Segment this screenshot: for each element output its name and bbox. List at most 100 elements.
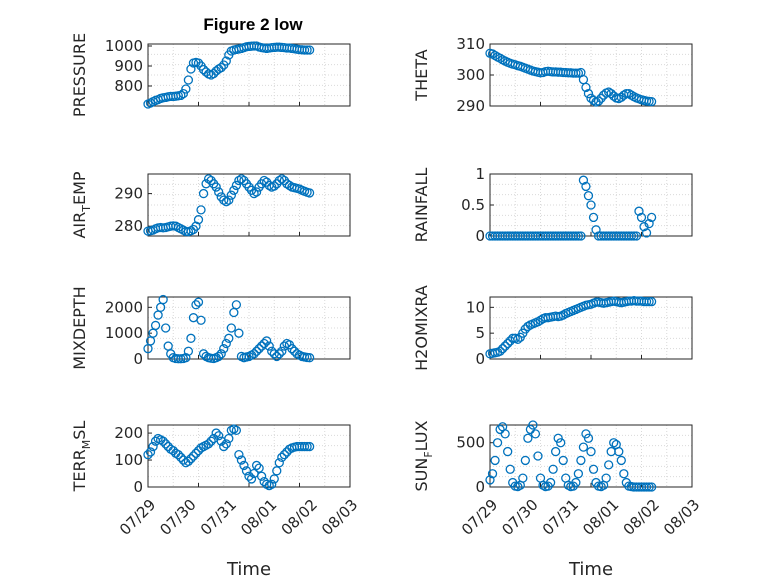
data-point — [533, 451, 543, 461]
data-point — [239, 460, 249, 471]
data-point — [269, 181, 279, 191]
data-point — [183, 75, 194, 85]
data-point — [234, 175, 244, 186]
data-point — [216, 349, 226, 359]
data-point — [581, 181, 591, 192]
data-point — [609, 438, 619, 448]
data-point — [208, 68, 219, 79]
data-point — [302, 441, 312, 452]
data-point — [299, 45, 310, 55]
y-tick-label: 1 — [475, 165, 485, 183]
data-point — [183, 456, 194, 467]
subplot-6: 0 5 10 H2OMIXRA — [412, 285, 693, 371]
data-point — [176, 452, 186, 462]
x-tick-label: 08/03 — [318, 496, 361, 539]
data-point — [234, 328, 244, 338]
data-point — [593, 96, 604, 106]
data-point — [576, 231, 586, 241]
x-tick-label: 08/01 — [237, 496, 280, 539]
y-tick-label: 500 — [456, 434, 485, 452]
data-point — [181, 84, 191, 94]
data-point — [573, 469, 584, 479]
data-point — [259, 338, 269, 349]
data-point — [176, 90, 186, 101]
data-point — [256, 471, 267, 481]
data-point — [583, 433, 594, 443]
data-point — [634, 206, 644, 216]
data-point — [513, 334, 523, 345]
y-axis-label: THETA — [412, 49, 431, 101]
data-point — [224, 433, 234, 444]
data-point — [186, 64, 196, 74]
subplot-3: 280 290 AIRTEMP — [70, 171, 351, 239]
data-point — [254, 344, 264, 354]
data-point — [259, 175, 269, 186]
data-point — [583, 191, 594, 201]
y-tick-label: 10 — [466, 298, 485, 316]
data-point — [304, 353, 315, 363]
data-point — [639, 222, 649, 232]
data-point — [621, 88, 631, 99]
data-point — [614, 446, 624, 457]
data-point — [571, 231, 581, 241]
y-tick-label: 0 — [133, 478, 143, 496]
y-tick-label: 280 — [114, 217, 143, 235]
data-point — [586, 200, 596, 210]
data-point — [188, 451, 199, 461]
data-point — [191, 300, 201, 310]
data-point — [181, 353, 191, 363]
data-point — [221, 56, 231, 66]
data-point — [485, 475, 495, 485]
data-point — [221, 439, 231, 449]
data-point — [229, 185, 239, 195]
data-point — [558, 455, 568, 466]
data-point — [523, 321, 533, 332]
data-point — [214, 351, 224, 362]
data-point — [495, 346, 505, 356]
data-point — [553, 433, 563, 443]
data-point — [251, 460, 262, 471]
y-axis-label: RAINFALL — [412, 168, 431, 243]
data-point — [254, 463, 264, 473]
data-point — [236, 455, 247, 465]
data-point — [234, 450, 244, 460]
data-point — [277, 452, 287, 462]
data-point — [277, 174, 287, 184]
data-point — [216, 62, 226, 73]
data-point — [487, 49, 498, 59]
data-point — [304, 45, 315, 55]
data-point — [619, 469, 629, 479]
data-point — [274, 349, 284, 359]
data-point — [226, 323, 236, 333]
data-point — [490, 50, 500, 61]
data-point — [299, 441, 310, 452]
data-point — [583, 88, 594, 99]
data-point — [211, 182, 221, 192]
data-point — [186, 333, 196, 343]
data-point — [262, 336, 272, 346]
data-point — [274, 458, 284, 468]
data-point — [586, 446, 596, 457]
data-point — [571, 68, 581, 78]
y-tick-label: 0 — [475, 350, 485, 368]
data-point — [267, 479, 277, 489]
figure-title: Figure 2 low — [203, 15, 303, 34]
data-point — [219, 441, 229, 452]
x-tick-label: 08/01 — [579, 496, 622, 539]
data-point — [304, 441, 315, 452]
data-point — [145, 447, 156, 457]
data-point — [161, 323, 171, 333]
data-point — [196, 205, 206, 215]
data-point — [490, 455, 500, 466]
data-point — [641, 228, 652, 238]
y-tick-label: 0 — [475, 478, 485, 496]
data-point — [158, 294, 168, 305]
y-tick-label: 1000 — [105, 37, 143, 55]
data-point — [616, 455, 626, 466]
data-point — [588, 212, 599, 223]
data-point — [249, 188, 259, 199]
y-tick-label: 1000 — [105, 324, 143, 342]
y-tick-label: 0 — [475, 227, 485, 245]
data-point — [624, 88, 634, 99]
